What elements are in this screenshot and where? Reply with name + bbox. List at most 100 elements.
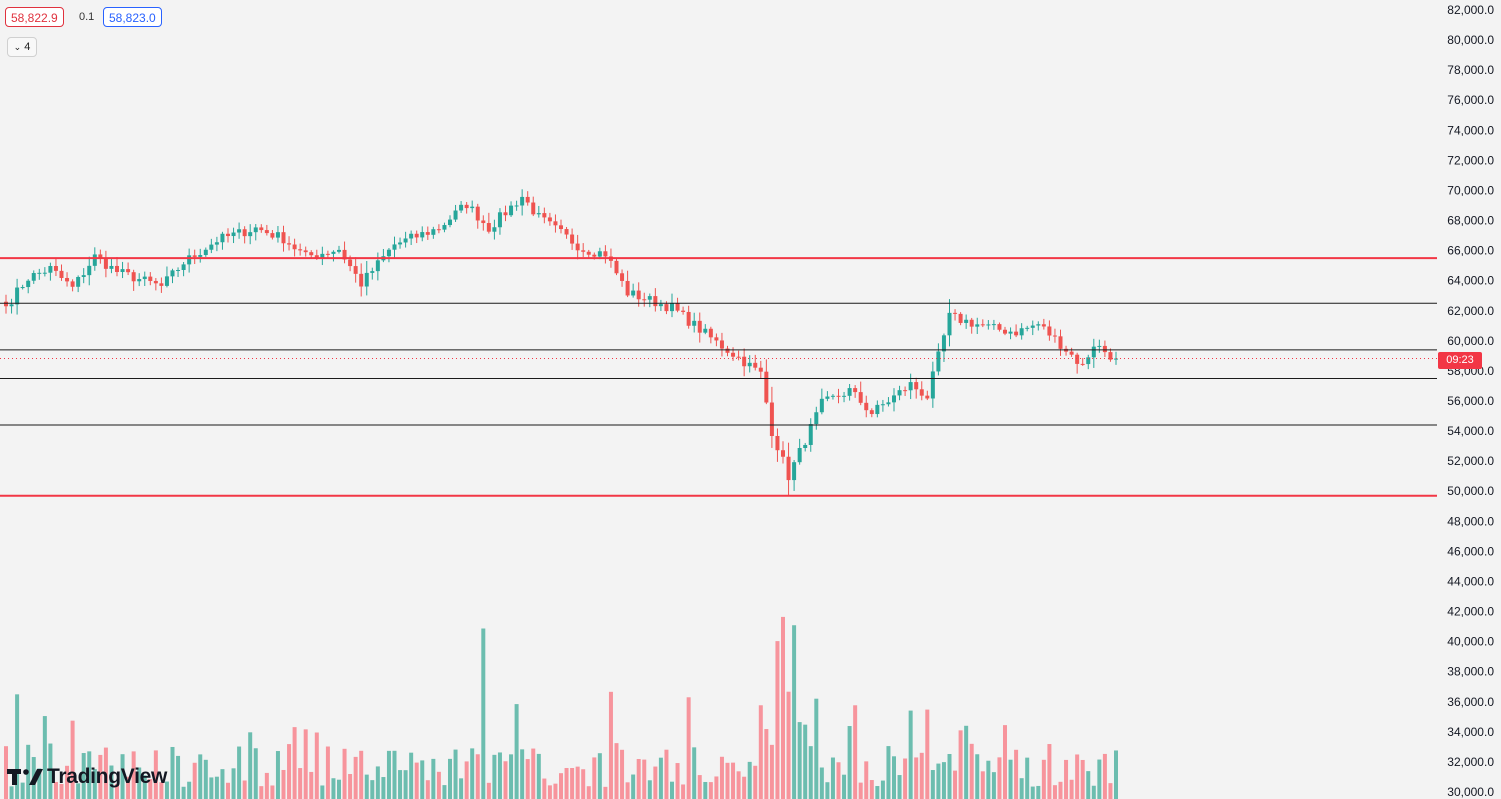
volume-bar: [475, 754, 480, 799]
volume-bar: [298, 768, 303, 799]
candle-body: [592, 254, 597, 257]
volume-bar: [364, 774, 369, 799]
candle-body: [853, 388, 858, 393]
indicators-toggle[interactable]: ⌄ 4: [7, 37, 37, 57]
candle: [686, 305, 691, 329]
candle: [692, 312, 697, 333]
volume-bar: [486, 782, 491, 799]
candle: [897, 385, 902, 401]
y-axis-tick-label: 38,000.0: [1447, 665, 1494, 679]
candle: [869, 408, 874, 418]
volume-bar: [4, 746, 8, 799]
candle: [126, 262, 131, 276]
candle-body: [1041, 324, 1046, 327]
candle-body: [1108, 352, 1113, 360]
candle: [1108, 348, 1113, 362]
candle-body: [414, 233, 419, 238]
candle-body: [226, 233, 230, 237]
candle: [858, 381, 863, 406]
candle: [553, 214, 558, 233]
price-axis[interactable]: 82,000.0 80,000.0 78,000.0 76,000.0 74,000.0…: [1447, 3, 1494, 799]
candle: [70, 279, 75, 292]
volume-bar: [903, 758, 908, 799]
candle-body: [392, 244, 397, 250]
candle: [969, 317, 974, 334]
candle-body: [769, 402, 774, 436]
volume-bar: [542, 778, 547, 799]
volume-bar: [92, 769, 97, 799]
candle-body: [270, 233, 275, 238]
candle-body: [836, 395, 841, 397]
candle-body: [337, 249, 341, 252]
candle: [486, 212, 491, 234]
volume-bar: [819, 767, 824, 799]
candle-body: [386, 249, 391, 257]
candle-body: [547, 217, 552, 222]
candle-body: [470, 206, 475, 209]
candle-body: [697, 320, 702, 333]
candle: [514, 200, 519, 211]
candle-body: [453, 210, 458, 220]
volume-bar: [675, 763, 680, 799]
volume-bar: [731, 762, 736, 799]
candle: [830, 394, 835, 400]
candle: [991, 319, 996, 330]
tradingview-logo[interactable]: TradingView: [7, 763, 167, 791]
candle: [292, 238, 297, 257]
candle-body: [1080, 363, 1085, 365]
candle-body: [353, 266, 358, 274]
candle-body: [486, 223, 491, 232]
candle-body: [164, 276, 169, 286]
volume-bar: [303, 729, 308, 799]
volume-bar: [53, 781, 58, 799]
volume-bar: [658, 757, 663, 799]
candle: [353, 257, 358, 283]
volume-bar: [15, 694, 20, 799]
candle-body: [553, 221, 558, 226]
ask-price[interactable]: 58,823.0: [103, 7, 162, 27]
candle-body: [636, 290, 641, 300]
volume-bar: [59, 783, 64, 799]
candle: [37, 268, 42, 280]
candle-body: [969, 319, 974, 327]
candle: [220, 231, 225, 250]
candle-body: [581, 250, 586, 252]
volume-bar: [431, 758, 436, 799]
horizontal-levels[interactable]: [0, 257, 1437, 497]
candle: [414, 230, 419, 244]
volume-bar: [481, 628, 486, 799]
candle: [1058, 329, 1063, 356]
candle-body: [98, 254, 103, 259]
bid-price[interactable]: 58,822.9: [5, 7, 64, 27]
volume-bar: [769, 744, 774, 799]
volume-bar: [259, 786, 264, 799]
candle-body: [825, 396, 830, 399]
candle-body: [980, 324, 985, 326]
tradingview-logo-icon: [7, 769, 43, 785]
candle: [298, 243, 303, 256]
candle-body: [220, 233, 225, 243]
candle: [370, 267, 375, 280]
candle: [303, 246, 308, 257]
candle-body: [764, 371, 769, 403]
volume-bar: [1086, 771, 1091, 799]
volume-bar: [803, 724, 808, 799]
volume-bar: [575, 766, 580, 799]
candle: [53, 257, 58, 277]
candle: [819, 388, 824, 415]
candle: [808, 418, 813, 452]
candle: [270, 229, 275, 240]
candle: [226, 228, 230, 243]
candle-body: [1086, 357, 1091, 365]
candlesticks: [4, 189, 1118, 495]
candle: [181, 261, 186, 277]
volume-bar: [603, 786, 608, 799]
candle: [1052, 328, 1057, 343]
candle-body: [647, 296, 652, 300]
y-axis-tick-label: 48,000.0: [1447, 514, 1494, 528]
candle: [786, 442, 791, 495]
volume-bar: [536, 753, 541, 799]
candle-body: [692, 320, 697, 326]
candle: [242, 226, 247, 244]
